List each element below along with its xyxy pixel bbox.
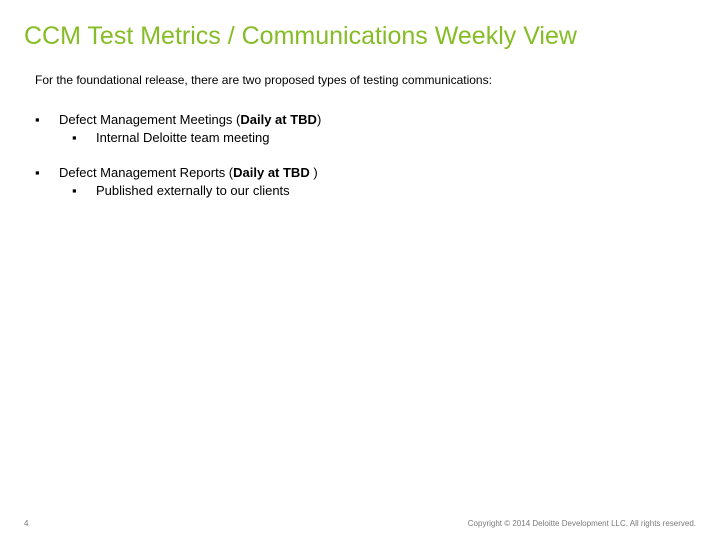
slide: CCM Test Metrics / Communications Weekly… xyxy=(0,0,720,540)
intro-text: For the foundational release, there are … xyxy=(35,73,492,87)
sub-bullet-1: ▪ Internal Deloitte team meeting xyxy=(72,130,269,145)
bullet-2-text: Defect Management Reports (Daily at TBD … xyxy=(59,165,318,180)
copyright-text: Copyright © 2014 Deloitte Development LL… xyxy=(468,519,696,528)
bullet-1-bold: Daily at TBD xyxy=(240,112,317,127)
bullet-marker-icon: ▪ xyxy=(35,112,59,127)
bullet-marker-icon: ▪ xyxy=(72,183,96,198)
bullet-item-2: ▪ Defect Management Reports (Daily at TB… xyxy=(35,165,318,180)
slide-title: CCM Test Metrics / Communications Weekly… xyxy=(24,22,577,51)
bullet-2-pre: Defect Management Reports ( xyxy=(59,165,233,180)
bullet-item-1: ▪ Defect Management Meetings (Daily at T… xyxy=(35,112,321,127)
sub-bullet-2-text: Published externally to our clients xyxy=(96,183,290,198)
sub-bullet-2: ▪ Published externally to our clients xyxy=(72,183,290,198)
bullet-2-bold: Daily at TBD xyxy=(233,165,313,180)
bullet-1-text: Defect Management Meetings (Daily at TBD… xyxy=(59,112,321,127)
sub-bullet-1-text: Internal Deloitte team meeting xyxy=(96,130,269,145)
bullet-marker-icon: ▪ xyxy=(72,130,96,145)
bullet-2-post: ) xyxy=(313,165,317,180)
bullet-1-pre: Defect Management Meetings ( xyxy=(59,112,240,127)
page-number: 4 xyxy=(24,519,28,528)
bullet-marker-icon: ▪ xyxy=(35,165,59,180)
bullet-1-post: ) xyxy=(317,112,321,127)
